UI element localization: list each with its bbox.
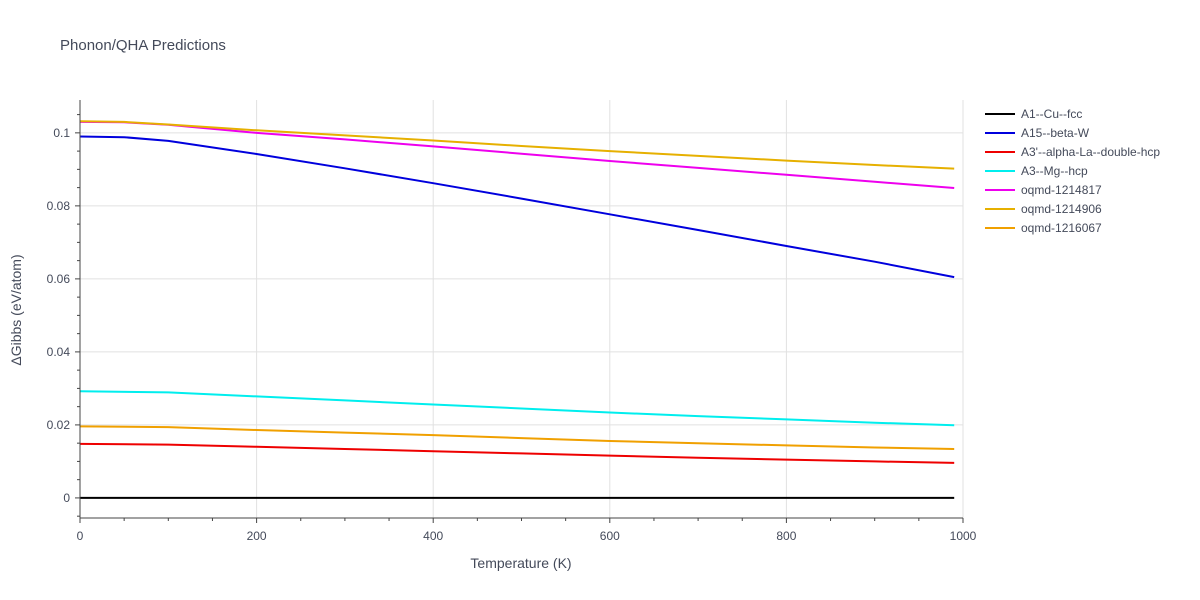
x-tick-label-1000: 1000 — [950, 529, 977, 543]
series-line-4 — [79, 120, 955, 189]
series-line-2 — [79, 442, 955, 464]
x-tick-label-600: 600 — [600, 529, 620, 543]
x-tick-label-800: 800 — [776, 529, 796, 543]
chart-title: Phonon/QHA Predictions — [60, 37, 226, 54]
x-tick-label-400: 400 — [423, 529, 443, 543]
y-tick-label-0.06: 0.06 — [47, 272, 71, 286]
series-line-5 — [79, 120, 955, 170]
legend-label-2: A3'--alpha-La--double-hcp — [1021, 145, 1160, 159]
y-tick-label-0.08: 0.08 — [47, 199, 71, 213]
series-lines — [79, 120, 955, 499]
legend-label-1: A15--beta-W — [1021, 126, 1090, 140]
y-axis-title: ΔGibbs (eV/atom) — [8, 254, 24, 365]
legend-label-6: oqmd-1216067 — [1021, 221, 1102, 235]
legend-label-5: oqmd-1214906 — [1021, 202, 1102, 216]
y-tick-label-0.04: 0.04 — [47, 345, 71, 359]
legend-label-3: A3--Mg--hcp — [1021, 164, 1088, 178]
axes: 0 200 400 600 800 1000 0 0.02 0.04 0.06 0.08 0.1 — [47, 100, 977, 543]
x-tick-label-200: 200 — [247, 529, 267, 543]
y-tick-label-0.02: 0.02 — [47, 418, 71, 432]
legend-label-4: oqmd-1214817 — [1021, 183, 1102, 197]
grid-lines — [80, 100, 964, 518]
series-line-3 — [79, 390, 955, 427]
series-line-1 — [79, 135, 955, 279]
y-tick-label-0.1: 0.1 — [53, 126, 70, 140]
x-tick-label-0: 0 — [77, 529, 84, 543]
y-tick-label-0: 0 — [63, 491, 70, 505]
x-axis-title: Temperature (K) — [470, 555, 571, 571]
legend-label-0: A1--Cu--fcc — [1021, 107, 1082, 121]
series-line-6 — [79, 425, 955, 450]
legend: A1--Cu--fcc A15--beta-W A3'--alpha-La--dou… — [985, 107, 1160, 235]
